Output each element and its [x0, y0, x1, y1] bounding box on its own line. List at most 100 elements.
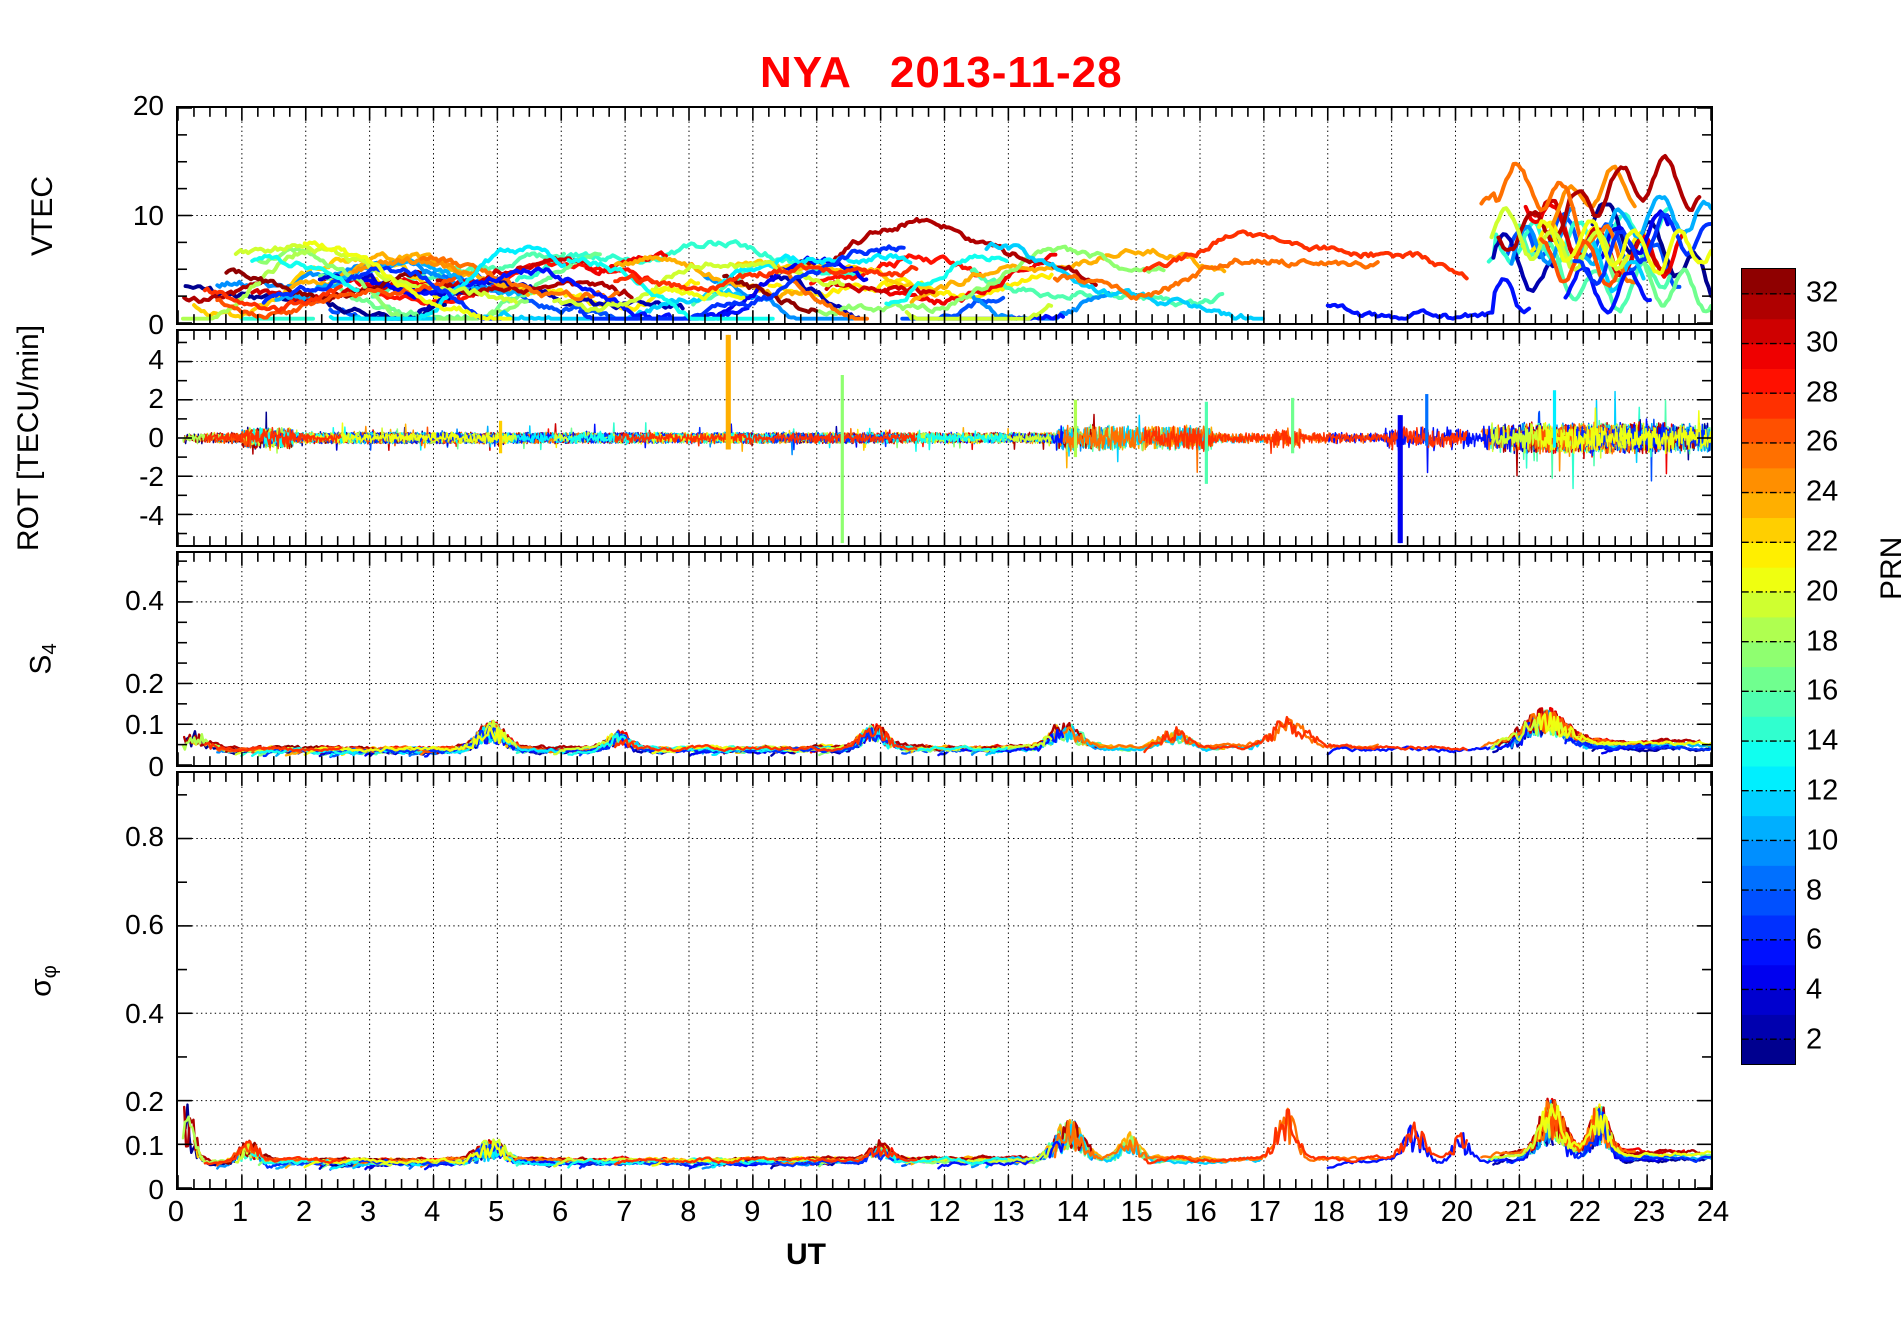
colorbar-band-29: [1742, 343, 1795, 369]
trace-prn-13: [250, 253, 360, 293]
colorbar-band-13: [1742, 741, 1795, 767]
plot-area-vtec: [178, 108, 1711, 323]
trace-prn-27: [203, 1140, 343, 1166]
panel-s4: [176, 551, 1713, 767]
trace-prn-27: [613, 262, 919, 293]
trace-prn-26: [1539, 237, 1619, 288]
trace-prn-20: [302, 240, 513, 321]
trace-prn-17: [817, 244, 1166, 317]
colorbar-band-7: [1742, 890, 1795, 916]
x-axis-label: UT: [786, 1238, 826, 1271]
colorbar-band-2: [1742, 1014, 1795, 1040]
y-tick-rot-4: -4: [139, 499, 164, 531]
colorbar-band-20: [1742, 567, 1795, 593]
y-tick-sigphi-5: 0.8: [125, 821, 164, 853]
x-tick-2: 2: [296, 1196, 313, 1228]
x-tick-6: 6: [552, 1196, 569, 1228]
trace-prn-31: [182, 281, 263, 304]
colorbar-band-8: [1742, 865, 1795, 891]
colorbar-band-14: [1742, 716, 1795, 742]
trace-prn-25: [774, 265, 869, 321]
plot-area-rot: [178, 331, 1711, 545]
y-axis-label-vtec: VTEC: [26, 175, 59, 256]
colorbar-band-5: [1742, 939, 1795, 966]
y-axis-label-s4: S4: [24, 643, 61, 675]
data-traces-vtec: [180, 154, 1711, 321]
gridlines-sigphi: [178, 773, 1711, 1188]
gridlines-s4: [178, 553, 1711, 765]
panel-sigma-phi: [176, 771, 1713, 1190]
colorbar-band-18: [1742, 616, 1795, 643]
x-tick-10: 10: [800, 1196, 833, 1228]
y-tick-s4-2: 0.2: [125, 667, 164, 699]
colorbar-tick-1: 4: [1806, 973, 1823, 1006]
colorbar-tick-8: 18: [1806, 625, 1839, 658]
trace-prn-20: [1537, 219, 1711, 276]
y-tick-s4-0: 0: [148, 751, 164, 782]
trace-prn-5: [1326, 721, 1531, 756]
trace-prn-20: [650, 285, 746, 302]
colorbar-band-10: [1742, 815, 1795, 842]
x-tick-23: 23: [1632, 1196, 1666, 1228]
gridlines-vtec: [178, 108, 1711, 323]
x-tick-11: 11: [865, 1196, 896, 1228]
panel-vtec: [176, 106, 1713, 325]
colorbar-tick-12: 26: [1806, 425, 1839, 458]
trace-prn-20: [303, 1142, 512, 1169]
trace-prn-25: [1479, 161, 1637, 285]
y-tick-sigphi-4: 0.6: [125, 909, 164, 941]
x-tick-12: 12: [928, 1196, 961, 1228]
trace-prn-6: [578, 244, 906, 321]
x-tick-15: 15: [1120, 1196, 1153, 1228]
colorbar-band-31: [1742, 293, 1795, 320]
x-tick-9: 9: [744, 1196, 761, 1228]
trace-prn-27: [202, 284, 343, 313]
colorbar-label: PRN: [1875, 536, 1904, 600]
colorbar-band-4: [1742, 964, 1795, 991]
trace-prn-5: [1325, 277, 1532, 321]
colorbar-tick-14: 30: [1806, 326, 1839, 359]
colorbar-tick-2: 6: [1806, 923, 1823, 956]
colorbar-band-26: [1742, 418, 1795, 444]
colorbar-band-22: [1742, 517, 1795, 543]
trace-prn-13: [884, 253, 1009, 307]
trace-prn-27: [1143, 425, 1468, 455]
trace-prn-13: [885, 1151, 1008, 1166]
x-tick-24: 24: [1696, 1196, 1730, 1228]
trace-prn-25: [1053, 1107, 1379, 1164]
y-axis-label-rot: ROT [TECU/min]: [12, 324, 45, 552]
trace-prn-27: [203, 741, 343, 753]
x-tick-21: 21: [1504, 1196, 1538, 1228]
trace-prn-28: [809, 253, 982, 286]
colorbar-band-15: [1742, 691, 1795, 717]
x-tick-16: 16: [1184, 1196, 1217, 1228]
x-tick-8: 8: [680, 1196, 697, 1228]
colorbar-tick-5: 12: [1806, 774, 1839, 807]
x-tick-13: 13: [992, 1196, 1025, 1228]
trace-prn-25: [1052, 257, 1380, 301]
trace-prn-27: [1143, 1108, 1468, 1165]
tickmarks-vtec: [178, 108, 1711, 323]
trace-prn-19: [233, 243, 519, 305]
colorbar-band-24: [1742, 467, 1795, 494]
y-tick-vtec-0: 0: [148, 309, 164, 340]
colorbar-tick-13: 28: [1806, 376, 1839, 409]
colorbar-band-3: [1742, 989, 1795, 1015]
colorbar-band-21: [1742, 542, 1795, 568]
x-tick-18: 18: [1312, 1196, 1345, 1228]
colorbar-tick-6: 14: [1806, 724, 1839, 757]
colorbar-tick-11: 24: [1806, 475, 1839, 508]
colorbar-band-32: [1742, 269, 1795, 295]
y-tick-s4-3: 0.4: [125, 584, 164, 616]
x-tick-1: 1: [231, 1196, 249, 1228]
trace-prn-2: [1491, 232, 1555, 293]
trace-prn-19: [1489, 206, 1629, 272]
trace-prn-32: [722, 273, 819, 314]
trace-prn-18: [180, 248, 312, 321]
trace-prn-27: [1142, 229, 1469, 281]
y-tick-sigphi-0: 0: [148, 1174, 164, 1205]
trace-prn-27: [204, 426, 342, 450]
colorbar-band-23: [1742, 492, 1795, 519]
x-tick-20: 20: [1440, 1196, 1473, 1228]
figure-title: NYA 2013-11-28: [760, 48, 1123, 97]
